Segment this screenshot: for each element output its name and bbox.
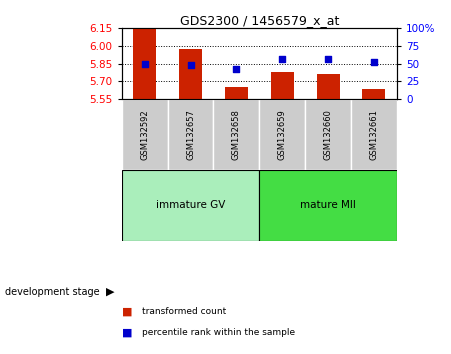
Text: ■: ■ [122,328,132,338]
Text: percentile rank within the sample: percentile rank within the sample [142,328,295,337]
Text: GSM132657: GSM132657 [186,109,195,160]
Point [141,61,148,67]
Text: development stage: development stage [5,287,99,297]
Bar [259,170,397,241]
Bar [271,72,294,99]
Bar [225,87,248,99]
Bar [259,99,305,170]
Bar [122,99,168,170]
Bar [351,99,397,170]
Text: mature MII: mature MII [300,200,356,210]
Point [370,59,377,65]
Bar [317,74,340,99]
Point [279,56,286,62]
Text: GSM132592: GSM132592 [140,109,149,160]
Bar [179,49,202,99]
Text: ■: ■ [122,307,132,316]
Bar [168,99,213,170]
Bar [213,99,259,170]
Text: GSM132658: GSM132658 [232,109,241,160]
Text: transformed count: transformed count [142,307,226,316]
Point [187,62,194,68]
Point [233,67,240,72]
Bar [133,29,156,99]
Text: GSM132659: GSM132659 [278,109,287,160]
Text: GSM132660: GSM132660 [324,109,332,160]
Title: GDS2300 / 1456579_x_at: GDS2300 / 1456579_x_at [179,14,339,27]
Bar [363,89,386,99]
Text: ▶: ▶ [106,287,115,297]
Point [325,56,332,62]
Bar [305,99,351,170]
Bar [122,170,259,241]
Text: immature GV: immature GV [156,200,225,210]
Text: GSM132661: GSM132661 [369,109,378,160]
